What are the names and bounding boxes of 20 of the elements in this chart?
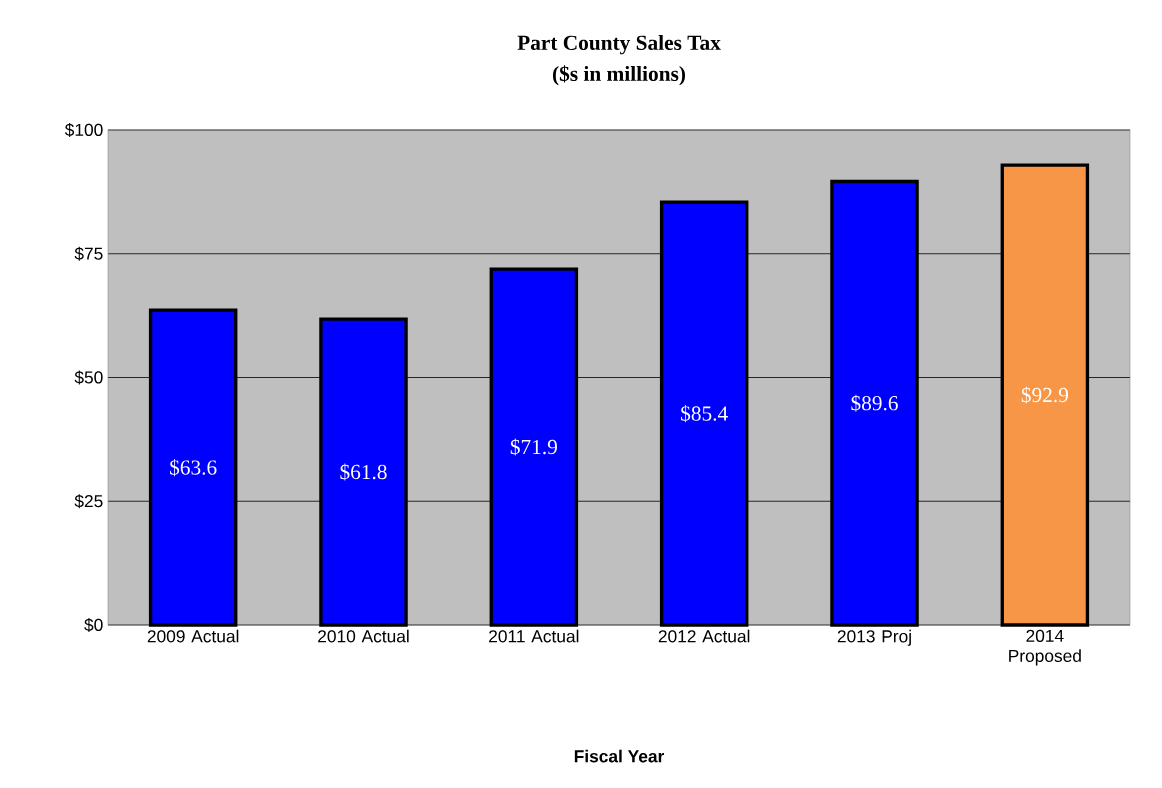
y-tick-label: $50 — [74, 370, 103, 385]
data-label: $61.8 — [340, 463, 387, 481]
y-tick-label: $75 — [74, 246, 103, 261]
x-tick-label: 2013 Proj — [837, 629, 911, 646]
x-tick-label: 2010 Actual — [318, 629, 409, 643]
y-tick-label: $25 — [74, 494, 103, 509]
data-label: $63.6 — [170, 459, 217, 477]
x-tick-label: 2011 Actual — [489, 629, 579, 643]
data-label: $85.4 — [681, 405, 728, 423]
x-axis-title: Fiscal Year — [574, 749, 665, 763]
data-label: $92.9 — [1021, 386, 1068, 404]
x-tick-label: 2012 Actual — [658, 629, 750, 643]
chart-title: Part County Sales Tax — [517, 34, 721, 55]
x-tick-label: 2014 Proposed — [1009, 629, 1081, 666]
chart-subtitle: ($s in millions) — [552, 65, 686, 86]
x-tick-label: 2009 Actual — [147, 629, 239, 643]
data-label: $71.9 — [510, 438, 557, 456]
data-label: $89.6 — [851, 394, 898, 412]
y-tick-label: $100 — [64, 122, 103, 137]
y-tick-label: $0 — [84, 617, 103, 633]
